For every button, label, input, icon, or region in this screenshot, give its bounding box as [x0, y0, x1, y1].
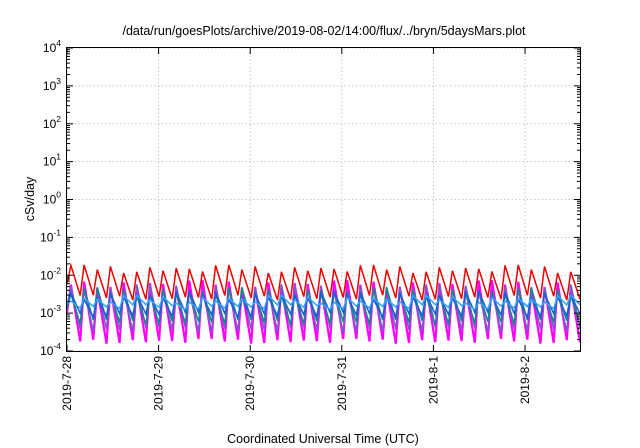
x-tick-label: 2019-7-30 [243, 356, 257, 411]
y-tick-exponent: 0 [56, 190, 61, 200]
series-line [66, 262, 581, 301]
y-axis-label: cSv/day [23, 176, 37, 221]
y-tick-exponent: 1 [56, 152, 61, 162]
chart-title: /data/run/goesPlots/archive/2019-08-02/1… [122, 24, 526, 38]
x-axis-label: Coordinated Universal Time (UTC) [227, 432, 419, 446]
x-tick-label: 2019-8-1 [426, 356, 440, 404]
y-tick-label: 104 [43, 38, 61, 55]
y-tick-label: 103 [43, 76, 61, 93]
plot-frame [66, 47, 581, 352]
y-tick-exponent: 3 [56, 76, 61, 86]
y-tick-label: 10-3 [40, 303, 61, 320]
y-tick-base: 10 [40, 230, 54, 244]
y-tick-base: 10 [40, 306, 54, 320]
y-tick-base: 10 [43, 155, 57, 169]
y-tick-exponent: -4 [53, 341, 61, 351]
y-tick-base: 10 [43, 79, 57, 93]
y-tick-base: 10 [43, 41, 57, 55]
x-tick-label: 2019-8-2 [518, 356, 532, 404]
y-tick-label: 100 [43, 190, 61, 207]
y-tick-label: 10-1 [40, 227, 61, 244]
y-tick-label: 10-4 [40, 341, 61, 358]
y-tick-exponent: -2 [53, 265, 61, 275]
y-tick-base: 10 [40, 268, 54, 282]
y-tick-exponent: -1 [53, 227, 61, 237]
x-tick-label: 2019-7-29 [152, 356, 166, 411]
series-line [66, 283, 581, 333]
y-tick-label: 102 [43, 114, 61, 131]
y-tick-exponent: 4 [56, 38, 61, 48]
series-line [66, 288, 581, 320]
x-tick-labels: 2019-7-28 2019-7-29 2019-7-30 2019-7-31 2019… [60, 356, 532, 411]
y-tick-base: 10 [40, 344, 54, 358]
y-tick-exponent: 2 [56, 114, 61, 124]
x-tick-label: 2019-7-28 [60, 356, 74, 411]
y-tick-exponent: -3 [53, 303, 61, 313]
data-series [65, 262, 582, 344]
y-tick-base: 10 [43, 117, 57, 131]
y-tick-base: 10 [43, 193, 57, 207]
x-tick-label: 2019-7-31 [335, 356, 349, 411]
series-line [66, 293, 581, 311]
y-tick-label: 101 [43, 152, 61, 169]
axis-ticks [66, 47, 580, 352]
y-tick-label: 10-2 [40, 265, 61, 282]
